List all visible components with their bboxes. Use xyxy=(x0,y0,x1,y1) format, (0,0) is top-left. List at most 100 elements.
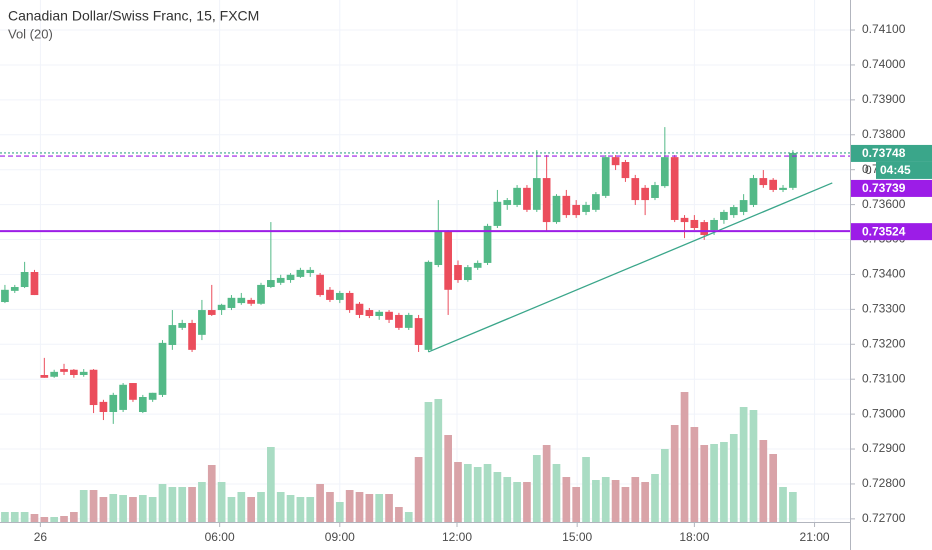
candle-body xyxy=(296,269,305,277)
candle-body xyxy=(720,211,728,220)
volume-bar xyxy=(621,487,630,522)
candle-body xyxy=(365,310,374,316)
x-tick-label: 26 xyxy=(34,530,48,544)
volume-bar xyxy=(50,517,59,522)
candle-body xyxy=(375,311,384,316)
candle-body xyxy=(690,219,699,229)
y-tick-label: 0.73200 xyxy=(862,336,906,350)
candle-body xyxy=(60,369,68,372)
candle-body xyxy=(670,157,679,220)
candle-body xyxy=(592,194,600,210)
volume-bar xyxy=(414,457,423,522)
candle-body xyxy=(158,342,167,395)
chart-title: Canadian Dollar/Swiss Franc, 15, FXCM xyxy=(8,8,259,24)
volume-bar xyxy=(601,477,610,522)
candle-body xyxy=(641,187,649,201)
volume-bar xyxy=(296,497,305,522)
volume-bar xyxy=(217,482,226,522)
candle-body xyxy=(355,303,364,315)
candle-body xyxy=(749,178,758,205)
volume-bar xyxy=(759,440,768,522)
volume-bar xyxy=(434,399,443,522)
candle-body xyxy=(207,310,216,315)
volume-bar xyxy=(473,467,482,522)
volume-bar xyxy=(690,427,699,522)
volume-bar xyxy=(739,407,748,522)
volume-bar xyxy=(20,512,29,522)
candle-body xyxy=(542,178,551,223)
volume-bar xyxy=(424,402,433,522)
volume-bar xyxy=(631,477,640,522)
price-label: 0.73524 xyxy=(862,224,906,238)
candle-body xyxy=(217,304,226,311)
volume-bar xyxy=(365,494,374,522)
volume-bar xyxy=(316,484,324,522)
volume-bar xyxy=(40,517,49,522)
trend-line xyxy=(428,182,833,353)
y-tick-label: 0.73300 xyxy=(862,302,906,316)
price-label: 0.73748 xyxy=(862,146,906,160)
volume-bar xyxy=(523,482,531,522)
candle-body xyxy=(680,217,689,223)
y-tick-label: 0.74100 xyxy=(862,22,906,36)
x-tick-label: 06:00 xyxy=(205,530,235,544)
candle-body xyxy=(335,292,344,300)
volume-bar xyxy=(89,490,98,522)
volume-bar xyxy=(769,454,778,522)
candle-body xyxy=(601,157,610,196)
candle-body xyxy=(503,200,512,205)
volume-bar xyxy=(779,487,787,522)
price-label-box xyxy=(851,223,932,241)
volume-bar xyxy=(542,445,551,522)
candle-body xyxy=(444,231,452,290)
volume-bar xyxy=(503,477,512,522)
volume-bar xyxy=(385,494,393,522)
candle-body xyxy=(345,292,354,311)
volume-bar xyxy=(267,447,275,522)
volume-bar xyxy=(680,392,689,522)
volume-bar xyxy=(729,434,738,522)
volume-bar xyxy=(532,455,541,522)
candle-layer xyxy=(1,127,797,424)
volume-bar xyxy=(375,494,384,522)
candle-body xyxy=(148,392,157,400)
candle-body xyxy=(30,271,39,296)
volume-bar xyxy=(30,514,39,522)
candle-body xyxy=(10,287,19,291)
volume-bar xyxy=(651,474,659,522)
volume-bar xyxy=(276,492,285,522)
candle-body xyxy=(99,401,108,413)
volume-bar xyxy=(454,462,462,522)
volume-bar xyxy=(404,512,413,522)
volume-bar xyxy=(70,512,78,522)
volume-bar xyxy=(355,492,364,522)
candle-body xyxy=(247,299,255,304)
candle-body xyxy=(434,231,443,266)
volume-bar xyxy=(188,487,196,522)
volume-bar xyxy=(464,464,472,522)
y-tick-label: 0.73000 xyxy=(862,406,906,420)
x-tick-label: 09:00 xyxy=(325,530,355,544)
candle-body xyxy=(257,284,265,304)
candle-body xyxy=(316,274,324,296)
volume-bar xyxy=(158,484,167,522)
price-label-box xyxy=(851,179,932,197)
candle-body xyxy=(395,314,403,328)
volume-bar xyxy=(335,502,344,522)
candle-body xyxy=(119,384,127,410)
volume-bar xyxy=(326,492,334,522)
candle-body xyxy=(523,187,531,210)
candle-body xyxy=(513,187,521,205)
volume-bar xyxy=(395,507,403,522)
volume-bar xyxy=(444,435,452,522)
candle-body xyxy=(109,394,118,413)
volume-bar xyxy=(552,464,561,522)
volume-bar xyxy=(513,482,521,522)
axis-layer: 0.72700 0.72800 0.72900 0.73000 0.73100 0.732… xyxy=(34,22,932,544)
candle-body xyxy=(1,289,9,303)
volume-bar xyxy=(572,487,581,522)
y-tick-label: 0.73900 xyxy=(862,92,906,106)
countdown-box xyxy=(876,161,932,179)
candle-body xyxy=(276,277,285,283)
